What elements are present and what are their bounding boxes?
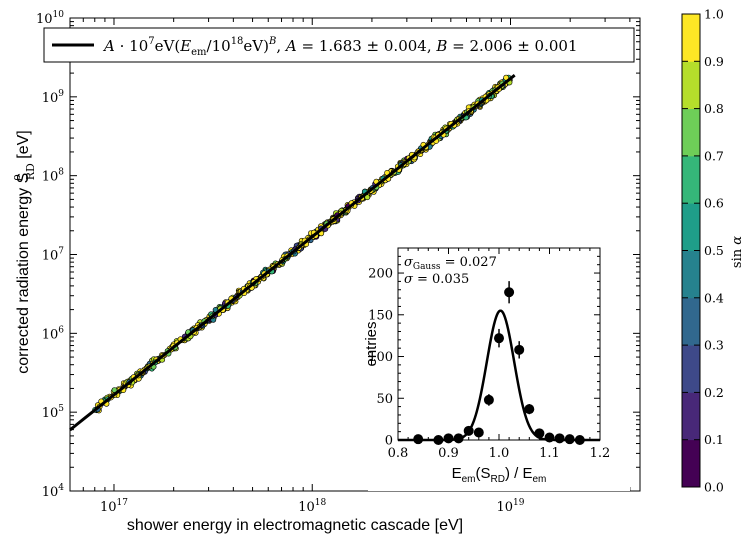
colorbar-tick-label: 0.0 xyxy=(704,480,724,495)
colorbar-tick-label: 0.5 xyxy=(704,243,724,258)
colorbar-ticks: 0.0 0.1 0.2 0.3 0.4 0.5 0.6 0.7 0.8 0.9 1.0 xyxy=(682,7,724,495)
colorbar-tick-label: 0.4 xyxy=(704,290,724,305)
main-x-tick-label: 1017 xyxy=(100,498,128,515)
inset-x-tick-label: 0.9 xyxy=(438,446,459,461)
main-y-tick-label: 104 xyxy=(42,483,65,500)
inset-histogram-point xyxy=(473,427,484,438)
main-x-axis-ticks: 1017 1018 1019 xyxy=(69,18,631,515)
inset-histogram-point xyxy=(443,433,454,444)
inset-histogram-point xyxy=(574,435,585,445)
inset-x-tick-label: 1.0 xyxy=(489,446,510,461)
inset-y-tick-label: 200 xyxy=(368,267,393,282)
main-y-tick-label: 1010 xyxy=(36,10,64,27)
colorbar-segment xyxy=(682,108,700,157)
main-fit-line xyxy=(69,74,516,432)
main-y-tick-label: 106 xyxy=(42,325,65,342)
inset-x-axis-ticks: 0.8 0.9 1.0 1.1 1.2 xyxy=(388,248,611,461)
main-plot: 1017 1018 1019 104 105 106 107 108 109 1010 show… xyxy=(10,10,641,534)
inset-y-tick-label: 0 xyxy=(385,434,393,449)
inset-histogram-point xyxy=(504,287,515,298)
inset-histogram-points xyxy=(413,281,585,445)
colorbar-segment xyxy=(682,250,700,299)
inset-x-tick-label: 1.1 xyxy=(539,446,560,461)
inset-histogram-point xyxy=(463,425,474,436)
colorbar-tick-label: 0.9 xyxy=(704,54,724,69)
colorbar-segment xyxy=(682,203,700,251)
colorbar-tick-label: 0.1 xyxy=(704,432,724,447)
colorbar-tick-label: 0.6 xyxy=(704,196,724,211)
colorbar-segment xyxy=(682,155,700,204)
inset-histogram-point xyxy=(433,435,444,445)
colorbar-segment xyxy=(682,345,700,393)
inset-y-axis-label: entries xyxy=(363,321,380,366)
colorbar-tick-label: 0.2 xyxy=(704,385,724,400)
inset-histogram-point xyxy=(544,432,555,443)
inset-plot-background xyxy=(368,240,630,491)
inset-annotation-sigma-gauss: σGauss = 0.027 xyxy=(404,255,497,272)
inset-y-tick-label: 100 xyxy=(368,350,393,365)
colorbar-segment xyxy=(682,14,700,62)
legend: A · 107eV(Eem/1018eV)B, A = 1.683 ± 0.00… xyxy=(43,27,635,63)
legend-text: A · 107eV(Eem/1018eV)B, A = 1.683 ± 0.00… xyxy=(102,36,578,58)
inset-histogram-point xyxy=(534,428,545,439)
inset-annotation-sigma: σ = 0.035 xyxy=(404,272,469,287)
main-y-axis-ticks: 104 105 106 107 108 109 1010 xyxy=(36,10,640,500)
main-y-tick-label: 107 xyxy=(42,247,65,264)
main-y-axis-label: corrected radiation energy SρRD [eV] xyxy=(10,130,37,373)
inset-histogram-point xyxy=(514,344,525,355)
inset-x-tick-label: 0.8 xyxy=(388,446,409,461)
inset-histogram-point xyxy=(564,434,575,445)
colorbar-segment xyxy=(682,392,700,441)
colorbar-tick-label: 0.7 xyxy=(704,148,724,163)
inset-y-axis-ticks: 0 50 100 150 200 xyxy=(368,255,600,449)
inset-y-tick-label: 150 xyxy=(368,308,393,323)
colorbar-label: sin α xyxy=(730,236,742,268)
inset-x-axis-label: Eem(SRD) / Eem xyxy=(452,465,547,485)
inset-x-tick-label: 1.2 xyxy=(590,446,611,461)
inset-plot: 0.8 0.9 1.0 1.1 1.2 0 50 100 150 200 σGauss = 0.… xyxy=(363,240,630,491)
inset-histogram-point xyxy=(494,333,504,344)
colorbar-segment xyxy=(682,439,700,488)
inset-histogram-point xyxy=(413,434,424,445)
inset-histogram-point xyxy=(453,433,464,444)
main-y-tick-label: 105 xyxy=(42,404,65,421)
main-x-axis-label: shower energy in electromagnetic cascade… xyxy=(127,517,463,534)
main-y-tick-label: 109 xyxy=(42,89,65,106)
colorbar: 0.0 0.1 0.2 0.3 0.4 0.5 0.6 0.7 0.8 0.9 1.0 sin α xyxy=(681,7,742,495)
inset-histogram-point xyxy=(483,394,494,405)
colorbar-tick-label: 0.8 xyxy=(704,101,724,116)
colorbar-segment xyxy=(682,61,700,109)
main-x-tick-label: 1019 xyxy=(496,498,524,515)
legend-box xyxy=(43,27,635,63)
inset-y-tick-label: 50 xyxy=(376,392,393,407)
inset-histogram-point xyxy=(554,433,565,444)
colorbar-segment xyxy=(682,297,700,346)
main-y-tick-label: 108 xyxy=(42,168,65,185)
colorbar-tick-label: 1.0 xyxy=(704,7,724,22)
colorbar-segments xyxy=(682,14,700,488)
colorbar-tick-label: 0.3 xyxy=(704,338,724,353)
inset-histogram-point xyxy=(524,404,535,415)
main-x-tick-label: 1018 xyxy=(298,498,326,515)
